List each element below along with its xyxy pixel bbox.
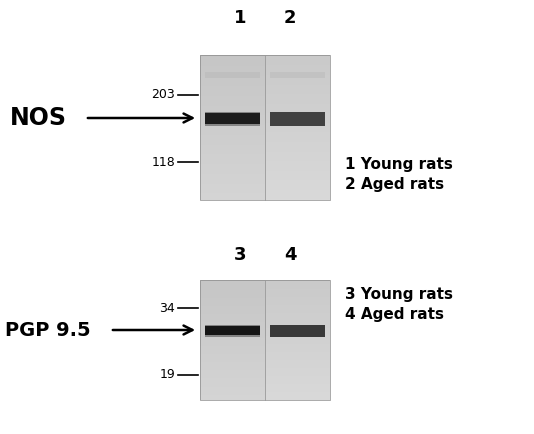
Text: NOS: NOS — [10, 106, 67, 130]
Text: 4 Aged rats: 4 Aged rats — [345, 308, 444, 322]
Text: 3 Young rats: 3 Young rats — [345, 287, 453, 302]
Text: 2 Aged rats: 2 Aged rats — [345, 178, 444, 193]
Text: 4: 4 — [284, 246, 296, 264]
Text: 3: 3 — [234, 246, 246, 264]
Text: 19: 19 — [159, 368, 175, 381]
Text: 2: 2 — [284, 9, 296, 27]
Text: 1: 1 — [234, 9, 246, 27]
Text: 1 Young rats: 1 Young rats — [345, 158, 453, 172]
Text: 118: 118 — [151, 155, 175, 168]
Text: PGP 9.5: PGP 9.5 — [5, 320, 91, 339]
Bar — [200, 55, 330, 200]
Bar — [200, 280, 330, 400]
Text: 203: 203 — [151, 89, 175, 102]
Text: 34: 34 — [159, 302, 175, 315]
